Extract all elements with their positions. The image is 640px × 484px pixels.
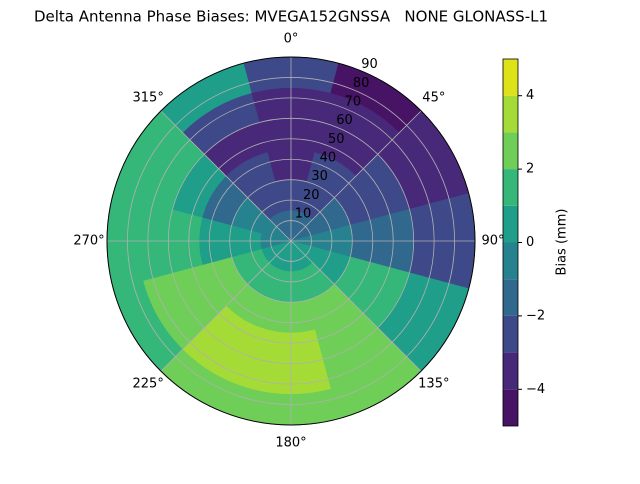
colorbar-bin [503,205,518,243]
colorbar-bin [503,279,518,316]
theta-tick-label: 135° [418,376,449,391]
theta-tick-label: 180° [275,436,306,451]
colorbar-bin [503,315,518,353]
grid-spoke [290,240,422,372]
r-tick-label: 40 [320,151,337,166]
theta-tick-label: 90° [481,234,504,249]
colorbar-bin [503,242,518,280]
colorbar-bin [503,352,518,390]
colorbar-tick-label: 4 [526,88,534,103]
r-tick-label: 70 [345,95,362,110]
r-tick-label: 80 [353,76,370,91]
theta-tick-label: 270° [73,234,104,249]
r-tick-label: 20 [303,188,320,203]
polar-frame [106,56,476,426]
r-tick-label: 90 [361,57,378,72]
theta-tick-label: 45° [422,91,445,106]
chart-title: Delta Antenna Phase Biases: MVEGA152GNSS… [34,8,548,26]
r-tick-label: 60 [336,113,353,128]
r-tick-label: 10 [295,207,312,222]
theta-tick-label: 225° [133,376,164,391]
r-tick-label: 30 [311,169,328,184]
colorbar-bin [503,389,518,426]
colorbar-bin [503,132,518,170]
theta-tick-label: 315° [133,91,164,106]
r-tick-label: 50 [328,132,345,147]
grid-spoke [160,240,292,372]
colorbar-tick-label: 2 [526,162,534,177]
grid-spoke [160,110,292,242]
colorbar-bin [503,169,518,206]
colorbar-bin [503,95,518,133]
colorbar-bin [503,59,518,96]
colorbar-tick-label: −2 [526,308,545,323]
colorbar-tick-label: −4 [526,382,545,397]
theta-tick-label: 0° [284,32,299,47]
colorbar-tick-label: 0 [526,235,534,250]
colorbar-label: Bias (mm) [555,209,570,276]
grid-spoke [290,110,422,242]
